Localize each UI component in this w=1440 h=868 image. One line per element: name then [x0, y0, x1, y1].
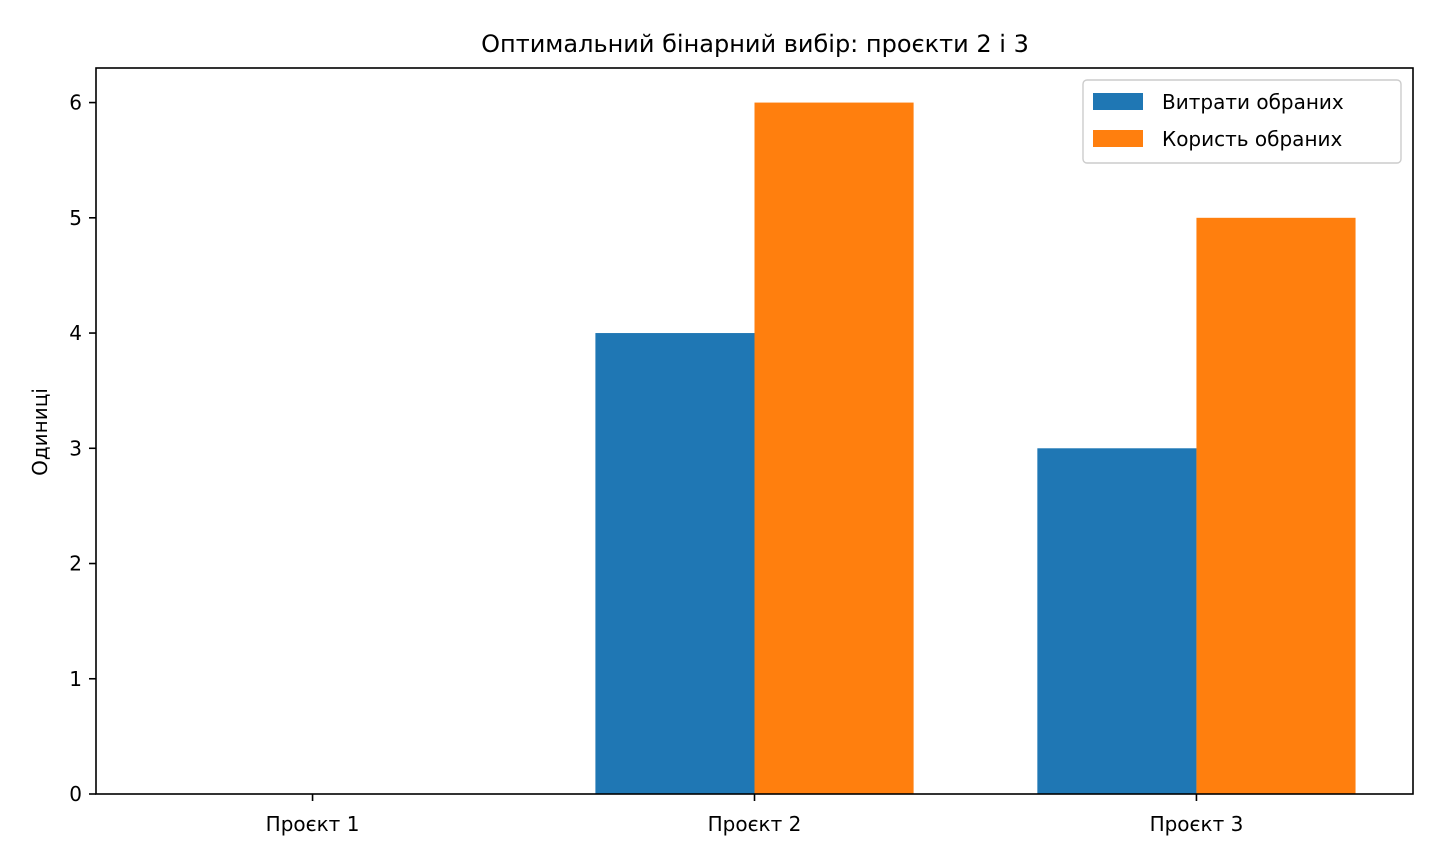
bar-benefits-project-2 — [754, 102, 914, 795]
y-tick-label: 4 — [69, 321, 82, 345]
legend-swatch-costs — [1093, 93, 1143, 110]
y-tick-label: 0 — [69, 782, 82, 806]
plot-frame — [95, 67, 1414, 795]
y-axis-label: Одиниці — [28, 388, 52, 476]
legend-label-benefits: Користь обраних — [1162, 127, 1343, 151]
y-tick-label: 3 — [69, 436, 82, 460]
y-tick-label: 6 — [69, 91, 82, 115]
bar-benefits-project-3 — [1196, 217, 1356, 795]
legend: Витрати обраних Користь обраних — [1082, 79, 1402, 164]
legend-item-benefits: Користь обраних — [1093, 127, 1343, 151]
y-axis-ticks: 0 1 2 3 4 5 6 — [69, 91, 96, 806]
legend-item-costs: Витрати обраних — [1093, 90, 1344, 114]
x-axis-ticks: Проєкт 1 Проєкт 2 Проєкт 3 — [266, 794, 1244, 836]
bars-layer — [595, 102, 1356, 795]
legend-frame — [1082, 79, 1402, 164]
x-tick-label: Проєкт 2 — [708, 812, 802, 836]
y-tick-label: 1 — [69, 667, 82, 691]
bar-costs-project-2 — [595, 333, 755, 794]
legend-label-costs: Витрати обраних — [1162, 90, 1344, 114]
y-tick-label: 5 — [69, 206, 82, 230]
bar-costs-project-3 — [1037, 448, 1197, 794]
legend-swatch-benefits — [1093, 130, 1143, 147]
x-tick-label: Проєкт 3 — [1150, 812, 1244, 836]
chart-title: Оптимальний бінарний вибір: проєкти 2 і … — [481, 30, 1029, 58]
y-tick-label: 2 — [69, 552, 82, 576]
x-tick-label: Проєкт 1 — [266, 812, 360, 836]
